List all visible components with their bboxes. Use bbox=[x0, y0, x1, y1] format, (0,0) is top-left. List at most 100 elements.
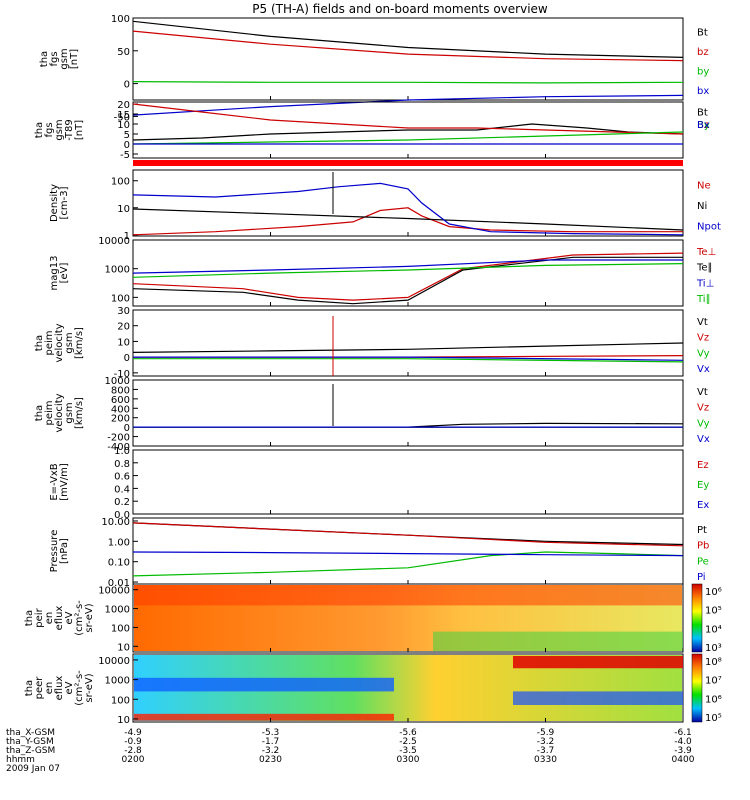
legend-entry-Npot: Npot bbox=[697, 222, 721, 233]
series-line-bz bbox=[132, 30, 684, 62]
y-axis-label: eV bbox=[64, 611, 75, 624]
ephemeris-value: -6.1 bbox=[674, 728, 692, 738]
y-tick-label: 10 bbox=[117, 120, 130, 131]
y-axis-label: eflux bbox=[54, 606, 65, 631]
ephemeris-value: -1.7 bbox=[262, 737, 280, 747]
series-line-Ne bbox=[132, 207, 683, 236]
y-tick-label: 100 bbox=[111, 177, 130, 188]
series-line-by bbox=[132, 81, 684, 84]
y-axis-label: sr-eV) bbox=[84, 603, 95, 632]
panel-temperature: 10000 1000 100 mag13 [eV] Te⊥ Te∥ Ti⊥ Ti∥ bbox=[49, 236, 716, 307]
y-tick-label: 1000 bbox=[105, 676, 130, 687]
y-axis-label: -T89 bbox=[64, 119, 75, 141]
legend-entry-bz: bz bbox=[697, 47, 709, 58]
y-axis-label: velocity bbox=[54, 323, 65, 362]
colorbar-tick-label: 10⁵ bbox=[705, 606, 722, 617]
series-line-Te⊥ bbox=[132, 252, 684, 301]
series-line-Bz bbox=[132, 103, 684, 135]
colorbar-tick-label: 10³ bbox=[705, 643, 722, 654]
y-tick-label: 100 bbox=[111, 695, 130, 706]
legend-entry-Bx: Bx bbox=[697, 120, 710, 131]
ephemeris-value: -5.6 bbox=[399, 728, 417, 738]
y-tick-label: 0.10 bbox=[108, 558, 130, 569]
y-axis-label: [cm-3] bbox=[59, 186, 70, 219]
y-tick-label: 1000 bbox=[105, 605, 130, 616]
colorbar bbox=[691, 653, 703, 723]
legend-entry-Vx: Vx bbox=[697, 434, 710, 445]
y-tick-label: 0.0 bbox=[114, 510, 130, 521]
y-axis-label: [mV/m] bbox=[59, 463, 70, 501]
legend-entry-Vz: Vz bbox=[697, 333, 709, 344]
ephemeris-label: hhmm bbox=[6, 755, 35, 765]
y-tick-label: 20 bbox=[117, 322, 130, 333]
y-axis-label: eV bbox=[64, 681, 75, 694]
y-axis-label: peim bbox=[44, 330, 55, 355]
ephemeris-value: -2.5 bbox=[399, 737, 417, 747]
legend-entry-by: by bbox=[697, 67, 709, 78]
y-axis-label: peim bbox=[44, 400, 55, 425]
legend-entry-Bz: Bz bbox=[697, 120, 709, 131]
y-tick-label: 0.2 bbox=[114, 497, 130, 508]
legend-entry-Vy: Vy bbox=[697, 418, 710, 429]
y-tick-label: 1 bbox=[124, 231, 130, 242]
legend-entry-Ti∥: Ti∥ bbox=[696, 294, 711, 305]
y-tick-label: 10 bbox=[117, 204, 130, 215]
heatmap-band bbox=[134, 585, 682, 606]
legend-entry-Pb: Pb bbox=[697, 541, 709, 552]
y-tick-label: 100 bbox=[111, 293, 130, 304]
series-line-Bt bbox=[132, 20, 684, 58]
series-line-Ti∥ bbox=[132, 263, 684, 278]
y-tick-label: 0.4 bbox=[114, 484, 130, 495]
y-tick-label: 10 bbox=[117, 642, 130, 653]
legend-entry-Vz: Vz bbox=[697, 403, 709, 414]
y-tick-label: 100 bbox=[111, 623, 130, 634]
y-axis-label: [nPa] bbox=[59, 538, 70, 564]
y-axis-label: en bbox=[44, 612, 55, 625]
y-axis-label: fgs bbox=[49, 51, 60, 66]
ephemeris-value: -3.7 bbox=[537, 746, 555, 756]
y-axis-label: en bbox=[44, 682, 55, 695]
colorbar-tick-label: 10⁴ bbox=[705, 624, 722, 635]
legend-entry-Vy: Vy bbox=[697, 348, 710, 359]
y-tick-label: 1000 bbox=[105, 376, 130, 387]
y-tick-label: 0 bbox=[124, 80, 130, 91]
ephemeris-value: -3.5 bbox=[399, 746, 417, 756]
y-tick-label: 10000 bbox=[98, 656, 130, 667]
series-line-Ti⊥ bbox=[132, 259, 683, 274]
y-tick-label: 800 bbox=[111, 385, 130, 396]
y-tick-label: 400 bbox=[111, 404, 130, 415]
y-axis-label: gsm bbox=[64, 332, 75, 353]
ephemeris-value: -3.2 bbox=[537, 737, 555, 747]
colorbar-tick-label: 10⁵ bbox=[705, 713, 722, 724]
panel-peir-spec: 10⁶ 10⁵ 10⁴ 10³ 10000 1000 100 10 tha peir en eflux… bbox=[24, 583, 722, 654]
legend-entry-Ne: Ne bbox=[697, 180, 711, 191]
y-tick-label: -200 bbox=[107, 433, 130, 444]
y-tick-label: -10 bbox=[114, 369, 130, 380]
panel-frame bbox=[132, 309, 684, 377]
y-tick-label: -5 bbox=[120, 150, 130, 161]
y-tick-label: 0 bbox=[124, 140, 130, 151]
legend-entry-Ex: Ex bbox=[697, 500, 709, 511]
panel-fgs-gsm: 100 50 0 -50 tha fgs gsm [nT] Bt bz by bx bbox=[39, 14, 709, 123]
bottom-labels: tha_X-GSM -4.9 -5.3 -5.6 -5.9 -6.1 tha_Y-GSM -0… bbox=[6, 728, 695, 774]
legend-entry-By: By bbox=[697, 120, 710, 131]
series-line-Vt bbox=[132, 342, 684, 353]
legend-entry-Te∥: Te∥ bbox=[696, 263, 713, 274]
series-line-By bbox=[132, 131, 684, 145]
y-tick-label: 30 bbox=[117, 306, 130, 317]
y-tick-label: 10000 bbox=[98, 236, 130, 247]
colorbar-tick-label: 10⁶ bbox=[705, 587, 722, 598]
y-tick-label: 1.0 bbox=[114, 446, 130, 457]
separator-bar bbox=[133, 160, 683, 166]
ephemeris-value: 0230 bbox=[259, 755, 282, 765]
y-axis-label: fgs bbox=[44, 122, 55, 137]
heatmap-band bbox=[513, 656, 683, 669]
date-label: 2009 Jan 07 bbox=[6, 764, 60, 774]
y-axis-label: gsm bbox=[59, 48, 70, 69]
legend-entry-Ni: Ni bbox=[697, 201, 707, 212]
colorbar-tick-label: 10⁷ bbox=[705, 676, 722, 687]
y-axis-label: E=-VxB bbox=[49, 463, 60, 500]
heatmap-band bbox=[134, 677, 394, 692]
